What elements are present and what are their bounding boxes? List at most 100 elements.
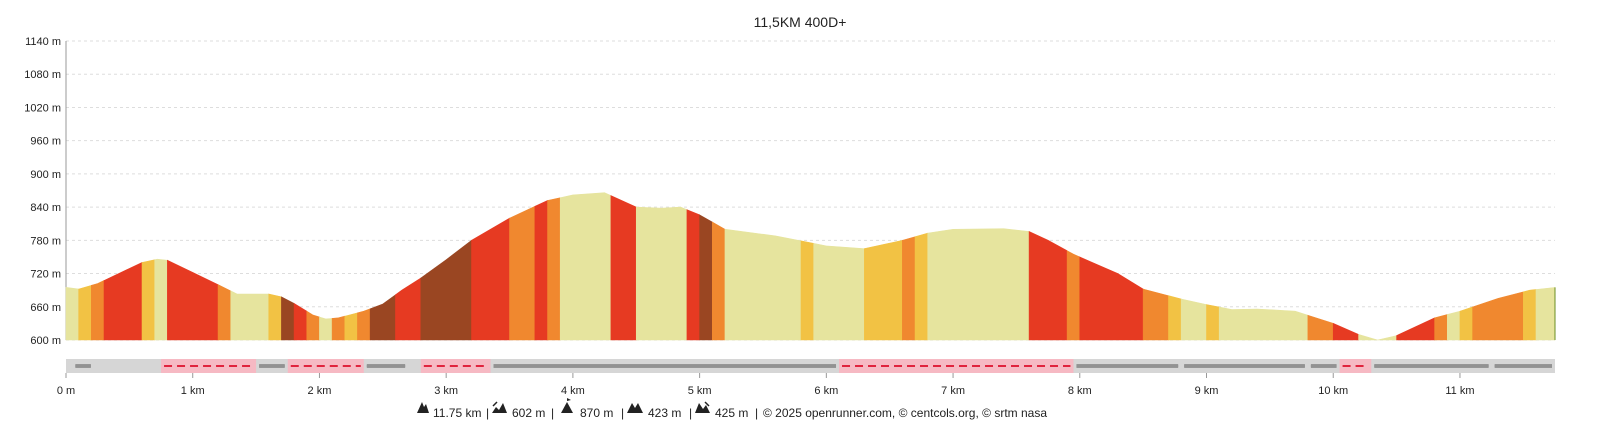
separator: | (486, 406, 489, 420)
y-tick-label: 1080 m (24, 69, 61, 81)
x-axis: 0 m 1 km 2 km 3 km 4 km 5 km 6 km 7 km 8 km 9 km 1… (57, 373, 1475, 397)
trail-segment (1339, 359, 1372, 373)
separator: | (689, 406, 692, 420)
slope-segment[interactable] (610, 195, 637, 341)
y-tick-label: 840 m (30, 202, 61, 214)
distance-value: 11.75 km (433, 406, 481, 420)
slope-segment[interactable] (331, 315, 346, 341)
slope-segment[interactable] (813, 243, 865, 341)
slope-segment[interactable] (65, 287, 79, 341)
slope-segment[interactable] (1472, 291, 1524, 341)
slope-segment[interactable] (635, 206, 688, 341)
slope-segment[interactable] (344, 312, 358, 341)
slope-segment[interactable] (1028, 230, 1068, 341)
separator: | (755, 406, 758, 420)
y-tick-label: 720 m (30, 269, 61, 281)
slope-segment[interactable] (471, 217, 510, 341)
slope-segment[interactable] (699, 214, 713, 341)
slope-segment[interactable] (1446, 310, 1461, 341)
slope-segment[interactable] (1434, 314, 1448, 341)
slope-segment[interactable] (78, 284, 92, 341)
separator: | (621, 406, 624, 420)
slope-segment[interactable] (167, 259, 219, 341)
surface-track (66, 359, 1555, 373)
slope-segment[interactable] (1206, 304, 1220, 341)
credits: © 2025 openrunner.com, © centcols.org, ©… (763, 406, 1047, 420)
slope-segment[interactable] (319, 316, 333, 341)
max-altitude-value: 870 m (580, 406, 613, 420)
slope-segment[interactable] (230, 290, 270, 341)
slope-segment[interactable] (395, 277, 422, 341)
slope-segment[interactable] (154, 258, 168, 341)
slope-segment[interactable] (306, 310, 320, 341)
slope-segment[interactable] (1066, 250, 1081, 341)
x-tick-label: 8 km (1068, 385, 1092, 397)
y-tick-label: 660 m (30, 302, 61, 314)
slope-segment[interactable] (1535, 287, 1556, 341)
slope-segment[interactable] (1180, 298, 1207, 341)
slope-segment[interactable] (420, 239, 472, 341)
slope-segment[interactable] (927, 228, 1030, 341)
elevation-loss-icon (695, 401, 710, 413)
slope-segment[interactable] (103, 262, 143, 341)
x-tick-label: 6 km (814, 385, 838, 397)
slope-segment[interactable] (1523, 289, 1537, 341)
slope-segment[interactable] (217, 284, 232, 341)
slope-segment[interactable] (1218, 306, 1309, 341)
y-axis: 1140 m 1080 m 1020 m 960 m 900 m 840 m 780 m 72… (24, 36, 61, 347)
slope-segment[interactable] (281, 296, 295, 341)
slope-segment[interactable] (1459, 306, 1473, 341)
slope-segment[interactable] (293, 302, 308, 341)
min-altitude-icon (627, 403, 643, 413)
slope-segment[interactable] (509, 205, 536, 341)
elevation-gain-value: 602 m (512, 406, 545, 420)
distance-icon (417, 402, 429, 413)
elevation-area[interactable] (65, 192, 1556, 341)
separator: | (551, 406, 554, 420)
slope-segment[interactable] (711, 221, 726, 341)
slope-segment[interactable] (914, 232, 929, 341)
x-tick-label: 11 km (1445, 385, 1474, 397)
slope-segment[interactable] (864, 239, 903, 341)
trail-segment (287, 359, 364, 373)
trail-segment (839, 359, 1074, 373)
slope-segment[interactable] (547, 197, 561, 341)
y-tick-label: 900 m (30, 169, 61, 181)
slope-segment[interactable] (357, 308, 371, 341)
x-tick-label: 2 km (308, 385, 332, 397)
elevation-loss-value: 425 m (715, 406, 748, 420)
slope-segment[interactable] (1332, 322, 1359, 341)
x-tick-label: 10 km (1318, 385, 1348, 397)
y-tick-label: 780 m (30, 235, 61, 247)
slope-segment[interactable] (1396, 317, 1435, 341)
slope-segment[interactable] (369, 294, 396, 341)
slope-segment[interactable] (1142, 288, 1169, 341)
slope-segment[interactable] (1358, 334, 1397, 341)
slope-segment[interactable] (534, 199, 548, 341)
x-tick-label: 3 km (434, 385, 458, 397)
slope-segment[interactable] (724, 228, 802, 341)
slope-segment[interactable] (559, 192, 612, 341)
x-tick-label: 5 km (688, 385, 712, 397)
y-tick-label: 600 m (30, 335, 61, 347)
x-tick-label: 4 km (561, 385, 585, 397)
slope-segment[interactable] (800, 240, 814, 341)
slope-segment[interactable] (686, 209, 700, 341)
y-tick-label: 1020 m (24, 102, 61, 114)
slope-segment[interactable] (902, 236, 916, 341)
x-tick-label: 1 km (181, 385, 205, 397)
slope-segment[interactable] (91, 280, 105, 341)
slope-segment[interactable] (141, 259, 156, 341)
y-tick-label: 960 m (30, 136, 61, 148)
slope-segment[interactable] (268, 293, 282, 341)
min-altitude-value: 423 m (648, 406, 681, 420)
y-tick-label: 1140 m (25, 36, 61, 48)
slope-segment[interactable] (1168, 295, 1182, 341)
elevation-gain-icon (492, 401, 507, 413)
route-stats-footer: 11.75 km | 602 m | 870 m | 423 m | (417, 398, 1047, 420)
max-altitude-icon (561, 398, 573, 413)
slope-segment[interactable] (1079, 256, 1144, 341)
slope-segment[interactable] (1307, 314, 1334, 341)
